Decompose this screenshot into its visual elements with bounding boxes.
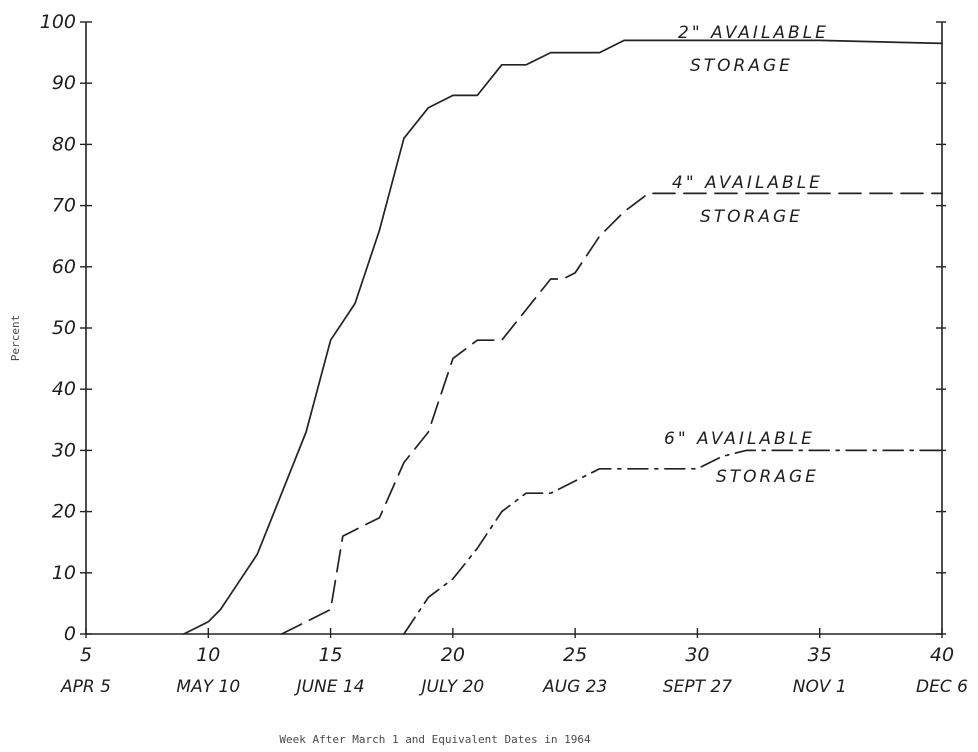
y-tick-label: 30: [52, 439, 76, 461]
x-date-label: SEPT 27: [663, 677, 732, 697]
x-tick-label: 10: [196, 644, 220, 666]
series-labels: 2" AVAILABLE STORAGE 4" AVAILABLE STORAGE 6"…: [664, 23, 829, 487]
x-tick-label: 35: [808, 644, 832, 666]
y-tick-label: 100: [40, 11, 76, 33]
x-date-label: APR 5: [60, 677, 111, 697]
y-tick-label: 80: [52, 133, 76, 155]
y-tick-label: 60: [52, 256, 76, 278]
x-axis-label: Week After March 1 and Equivalent Dates …: [279, 733, 591, 746]
series-line-2in-storage: [182, 39, 943, 635]
series-line-6in-storage: [403, 449, 943, 635]
series-label-line: STORAGE: [690, 56, 793, 76]
series-label-line: STORAGE: [716, 467, 819, 487]
x-date-label: DEC 6: [916, 677, 968, 697]
x-date-label: MAY 10: [176, 677, 240, 697]
x-date-label: JUNE 14: [294, 677, 365, 697]
series-label-line: 4" AVAILABLE: [672, 173, 823, 193]
y-tick-label: 50: [52, 317, 76, 339]
y-tick-label: 70: [52, 195, 76, 217]
series-line-4in-storage: [280, 192, 943, 635]
x-tick-label: 40: [930, 644, 954, 666]
x-tick-label: 15: [318, 644, 342, 666]
y-tick-label: 10: [52, 562, 76, 584]
series-label-line: 6" AVAILABLE: [664, 429, 815, 449]
x-tick-label: 25: [563, 644, 587, 666]
y-tick-label: 40: [52, 378, 76, 400]
series-layer: [182, 39, 943, 635]
x-date-label: NOV 1: [793, 677, 847, 697]
x-tick-label: 30: [685, 644, 709, 666]
series-label-line: STORAGE: [700, 207, 803, 227]
x-tick-label: 20: [441, 644, 465, 666]
y-tick-label: 0: [64, 623, 76, 645]
y-ticks: 0 10 20 30 40 50 60 70 80 90 100: [40, 11, 946, 645]
y-tick-label: 20: [52, 501, 76, 523]
y-tick-label: 90: [52, 72, 76, 94]
y-axis-label: Percent: [9, 315, 22, 361]
x-date-label: JULY 20: [418, 677, 484, 697]
series-label-line: 2" AVAILABLE: [678, 23, 829, 43]
x-ticks: 5 APR 5 10 MAY 10 15 JUNE 14 20 JULY 20 25 AUG 23…: [60, 628, 968, 697]
x-date-label: AUG 23: [542, 677, 607, 697]
plot-frame: [85, 22, 943, 635]
x-tick-label: 5: [80, 644, 92, 666]
